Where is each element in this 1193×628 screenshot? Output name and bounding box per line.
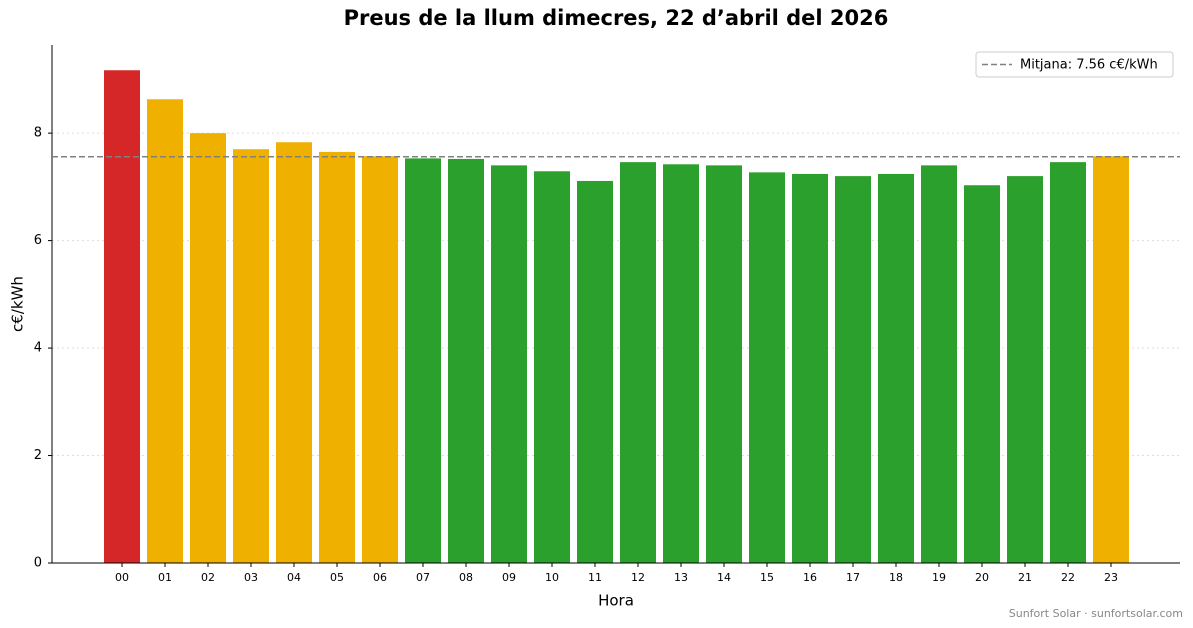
x-tick-label: 14 [717, 571, 731, 584]
chart-title: Preus de la llum dimecres, 22 d’abril de… [344, 6, 889, 30]
bar [1050, 162, 1086, 563]
x-tick-label: 17 [846, 571, 860, 584]
bar [1093, 156, 1129, 563]
x-tick-label: 07 [416, 571, 430, 584]
y-axis-label: c€/kWh [9, 276, 27, 332]
bar [362, 156, 398, 563]
bar [448, 158, 484, 564]
y-tick-label: 0 [34, 556, 42, 571]
bar [233, 149, 269, 563]
bar [577, 180, 613, 564]
x-tick-label: 21 [1018, 571, 1032, 584]
x-tick-label: 16 [803, 571, 817, 584]
bar [1007, 176, 1043, 563]
x-tick-label: 20 [975, 571, 989, 584]
x-tick-label: 00 [115, 571, 129, 584]
bar [749, 172, 785, 563]
x-tick-label: 12 [631, 571, 645, 584]
bar [964, 185, 1000, 563]
bar [792, 173, 828, 564]
x-tick-label: 10 [545, 571, 559, 584]
bar [190, 133, 226, 563]
y-tick-label: 2 [34, 448, 42, 463]
x-tick-label: 01 [158, 571, 172, 584]
y-tick-label: 4 [34, 341, 42, 356]
bar [405, 158, 441, 563]
bar [620, 162, 656, 563]
x-tick-label: 11 [588, 571, 602, 584]
y-tick-label: 6 [34, 233, 42, 248]
bar [663, 164, 699, 563]
x-tick-label: 15 [760, 571, 774, 584]
y-tick-label: 8 [34, 126, 42, 141]
bar [491, 165, 527, 563]
x-tick-label: 08 [459, 571, 473, 584]
x-tick-label: 23 [1104, 571, 1118, 584]
legend-label: Mitjana: 7.56 c€/kWh [1020, 58, 1158, 73]
x-tick-label: 03 [244, 571, 258, 584]
x-tick-label: 02 [201, 571, 215, 584]
x-tick-label: 04 [287, 571, 301, 584]
bar [147, 99, 183, 563]
bar [104, 70, 140, 563]
bar [276, 142, 312, 563]
x-tick-label: 05 [330, 571, 344, 584]
bar [706, 165, 742, 563]
bar [534, 171, 570, 563]
footer: Sunfort Solar · sunfortsolar.com [1009, 607, 1183, 620]
legend-box [975, 51, 1174, 78]
x-tick-label: 06 [373, 571, 387, 584]
bar [319, 151, 355, 564]
x-tick-label: 09 [502, 571, 516, 584]
x-axis-label: Hora [598, 592, 634, 610]
bar [921, 165, 957, 563]
x-tick-label: 22 [1061, 571, 1075, 584]
bar [835, 176, 871, 563]
x-tick-label: 19 [932, 571, 946, 584]
x-tick-label: 18 [889, 571, 903, 584]
bar [878, 173, 914, 564]
x-tick-label: 13 [674, 571, 688, 584]
